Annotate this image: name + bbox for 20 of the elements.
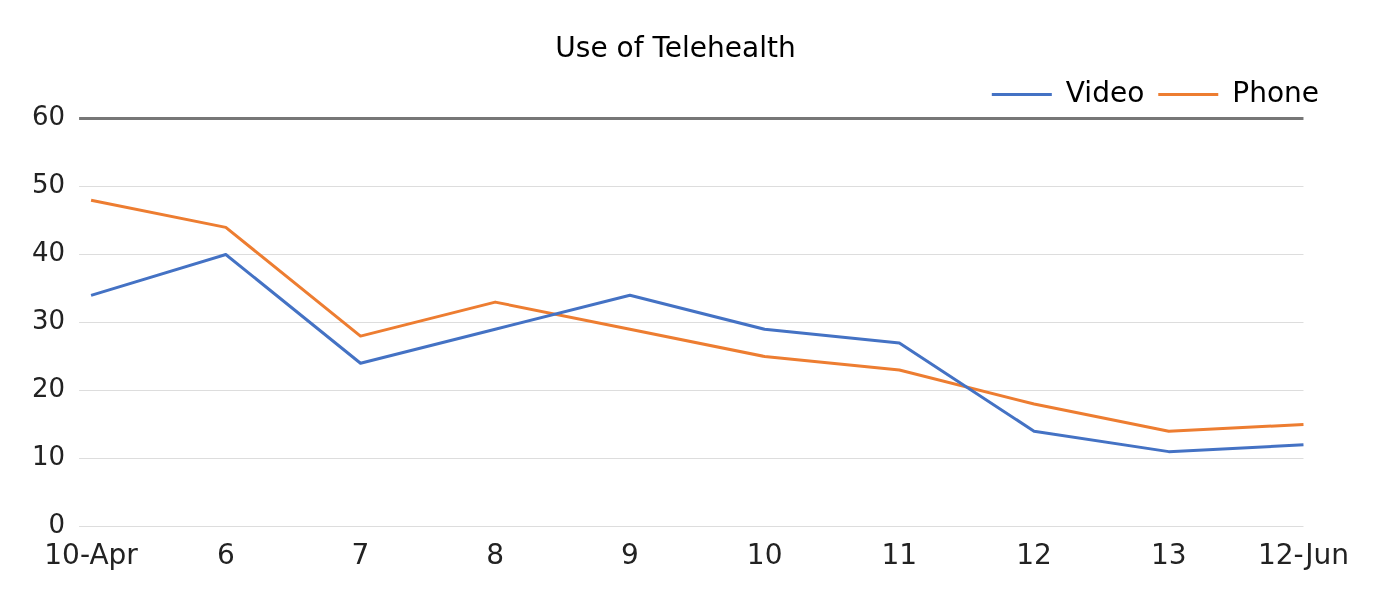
x-tick-label: 11 — [881, 538, 918, 572]
y-tick-label: 50 — [31, 169, 66, 200]
legend-label: Video — [1065, 75, 1145, 109]
y-tick-label: 30 — [31, 305, 66, 336]
x-tick-label: 7 — [351, 538, 370, 572]
x-tick-label: 10 — [746, 538, 783, 572]
x-tick-label: 12 — [1016, 538, 1052, 572]
y-tick-label: 60 — [31, 101, 66, 132]
x-tick-label: 6 — [216, 538, 235, 572]
x-tick-label: 12-Jun — [1257, 538, 1349, 572]
y-tick-label: 10 — [31, 441, 66, 472]
legend-label: Phone — [1232, 75, 1319, 109]
y-tick-label: 0 — [48, 509, 66, 540]
x-tick-label: 13 — [1150, 538, 1187, 572]
chart-title: Use of Telehealth — [555, 31, 796, 65]
x-tick-label: 9 — [621, 538, 639, 572]
x-tick-label: 8 — [486, 538, 505, 572]
x-tick-label: 10-Apr — [44, 538, 139, 572]
y-tick-label: 40 — [31, 237, 66, 268]
y-tick-label: 20 — [31, 373, 66, 404]
